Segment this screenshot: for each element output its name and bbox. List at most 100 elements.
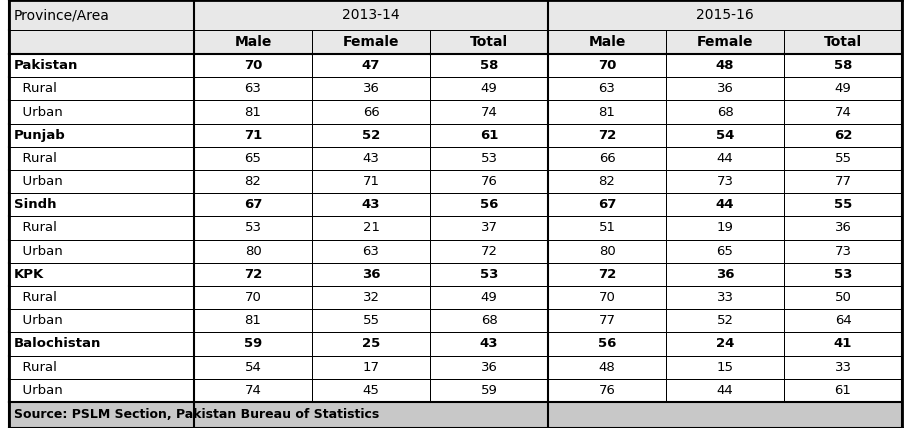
Bar: [548, 147, 666, 170]
Bar: [194, 379, 312, 402]
Text: 70: 70: [599, 291, 616, 304]
Bar: [548, 309, 666, 333]
Text: 67: 67: [598, 198, 616, 211]
Bar: [312, 356, 430, 379]
Text: Source: PSLM Section, Pakistan Bureau of Statistics: Source: PSLM Section, Pakistan Bureau of…: [14, 408, 379, 422]
Bar: [548, 217, 666, 240]
Bar: [194, 147, 312, 170]
Bar: [548, 356, 666, 379]
Bar: [9, 240, 194, 263]
Text: 59: 59: [481, 384, 497, 397]
Text: 49: 49: [481, 291, 497, 304]
Text: 63: 63: [244, 82, 261, 95]
Bar: [194, 356, 312, 379]
Bar: [666, 286, 784, 309]
Text: 82: 82: [599, 175, 616, 188]
Text: 73: 73: [716, 175, 733, 188]
Text: 53: 53: [244, 222, 261, 235]
Text: 80: 80: [245, 245, 261, 258]
Text: 50: 50: [834, 291, 852, 304]
Text: 41: 41: [834, 338, 852, 351]
Text: 56: 56: [598, 338, 616, 351]
Text: 32: 32: [363, 291, 380, 304]
Text: 44: 44: [717, 384, 733, 397]
Bar: [548, 77, 666, 101]
Text: 37: 37: [480, 222, 497, 235]
Bar: [194, 30, 312, 54]
Text: 51: 51: [599, 222, 616, 235]
Bar: [9, 309, 194, 333]
Bar: [9, 356, 194, 379]
Bar: [194, 333, 312, 356]
Bar: [312, 54, 430, 77]
Bar: [312, 309, 430, 333]
Text: Female: Female: [343, 35, 399, 49]
Bar: [9, 124, 194, 147]
Bar: [548, 124, 666, 147]
Bar: [666, 193, 784, 217]
Bar: [784, 217, 902, 240]
Bar: [430, 124, 548, 147]
Text: 2013-14: 2013-14: [343, 8, 400, 22]
Bar: [666, 309, 784, 333]
Bar: [312, 379, 430, 402]
Bar: [9, 263, 194, 286]
Text: 45: 45: [363, 384, 380, 397]
Bar: [784, 379, 902, 402]
Text: 33: 33: [716, 291, 733, 304]
Bar: [430, 240, 548, 263]
Bar: [9, 193, 194, 217]
Bar: [194, 77, 312, 101]
Bar: [784, 356, 902, 379]
Text: 81: 81: [244, 105, 261, 119]
Bar: [9, 101, 194, 124]
Text: 25: 25: [362, 338, 380, 351]
Bar: [548, 240, 666, 263]
Text: 65: 65: [717, 245, 733, 258]
Bar: [666, 147, 784, 170]
Bar: [194, 240, 312, 263]
Bar: [312, 240, 430, 263]
Bar: [194, 0, 548, 30]
Text: 76: 76: [481, 175, 497, 188]
Bar: [312, 286, 430, 309]
Text: 61: 61: [834, 384, 852, 397]
Text: 36: 36: [716, 268, 734, 281]
Text: 76: 76: [599, 384, 616, 397]
Text: 81: 81: [244, 314, 261, 327]
Bar: [548, 54, 666, 77]
Bar: [312, 217, 430, 240]
Bar: [9, 217, 194, 240]
Bar: [430, 77, 548, 101]
Bar: [784, 263, 902, 286]
Bar: [430, 54, 548, 77]
Text: 49: 49: [834, 82, 852, 95]
Bar: [666, 333, 784, 356]
Text: Rural: Rural: [14, 152, 56, 165]
Text: 52: 52: [362, 129, 380, 142]
Bar: [194, 217, 312, 240]
Text: 71: 71: [244, 129, 262, 142]
Text: 53: 53: [480, 268, 498, 281]
Text: Urban: Urban: [14, 175, 63, 188]
Text: Urban: Urban: [14, 384, 63, 397]
Text: 70: 70: [244, 59, 262, 72]
Text: 65: 65: [244, 152, 261, 165]
Bar: [9, 286, 194, 309]
Bar: [666, 124, 784, 147]
Bar: [430, 193, 548, 217]
Text: 36: 36: [363, 82, 380, 95]
Text: 66: 66: [599, 152, 615, 165]
Bar: [784, 286, 902, 309]
Bar: [784, 170, 902, 193]
Text: 53: 53: [834, 268, 852, 281]
Text: 2015-16: 2015-16: [696, 8, 754, 22]
Text: 52: 52: [716, 314, 733, 327]
Text: 36: 36: [481, 361, 497, 374]
Bar: [312, 30, 430, 54]
Bar: [548, 333, 666, 356]
Bar: [194, 170, 312, 193]
Text: Total: Total: [470, 35, 508, 49]
Text: Rural: Rural: [14, 291, 56, 304]
Bar: [784, 77, 902, 101]
